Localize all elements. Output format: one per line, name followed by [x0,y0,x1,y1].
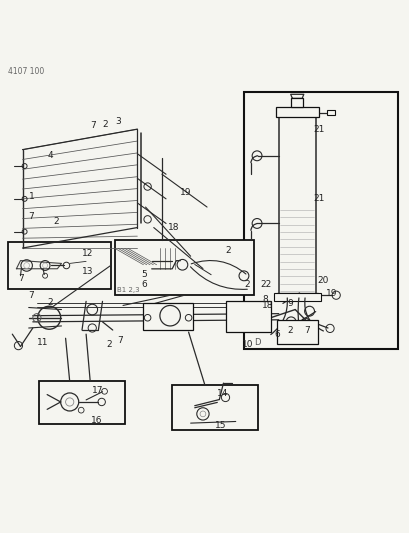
Text: 14: 14 [216,389,228,398]
Text: 19: 19 [180,188,191,197]
Text: 10: 10 [241,340,253,349]
Text: 4107 100: 4107 100 [8,67,44,76]
Bar [276,320,317,344]
Text: 20: 20 [317,276,328,285]
Text: 9: 9 [286,299,292,308]
Text: 18: 18 [262,301,273,310]
Bar [8,242,110,289]
Bar [225,301,270,332]
Text: 2: 2 [225,246,231,255]
Text: 12: 12 [82,249,93,258]
Text: 1: 1 [29,192,34,201]
Text: 15: 15 [215,421,226,430]
Text: 7: 7 [29,290,34,300]
Text: 13: 13 [82,266,93,276]
Text: 22: 22 [260,280,271,289]
Bar [39,381,125,424]
Bar [172,385,258,431]
Text: 19: 19 [325,289,337,297]
Text: 7: 7 [29,212,34,221]
Text: 4: 4 [47,151,53,160]
Bar [326,110,334,115]
Text: 2: 2 [106,340,112,349]
Text: 21: 21 [313,125,324,134]
Bar [290,99,303,107]
Text: D: D [254,338,260,347]
Text: 6: 6 [274,329,280,338]
Bar [275,107,318,117]
Text: 2: 2 [47,297,53,306]
Bar [243,92,397,349]
Text: 18: 18 [168,223,179,232]
Text: 8: 8 [262,295,267,304]
Text: 21: 21 [313,195,324,204]
Text: 3: 3 [115,117,120,126]
Text: 2: 2 [286,326,292,335]
Text: 2: 2 [102,120,108,129]
Text: 11: 11 [37,338,48,347]
Text: 2: 2 [243,280,249,289]
Text: 16: 16 [90,416,102,425]
Bar [273,293,320,301]
Text: 7: 7 [117,336,122,345]
Bar [115,240,254,295]
Text: 5: 5 [141,270,147,279]
Text: 7: 7 [90,121,96,130]
Text: B1 2,3: B1 2,3 [117,287,139,293]
Text: 7: 7 [18,274,24,284]
Text: 2: 2 [53,217,59,226]
Text: 6: 6 [141,280,147,289]
Text: 7: 7 [303,326,309,335]
Bar [143,303,192,330]
Text: 17: 17 [92,386,103,395]
